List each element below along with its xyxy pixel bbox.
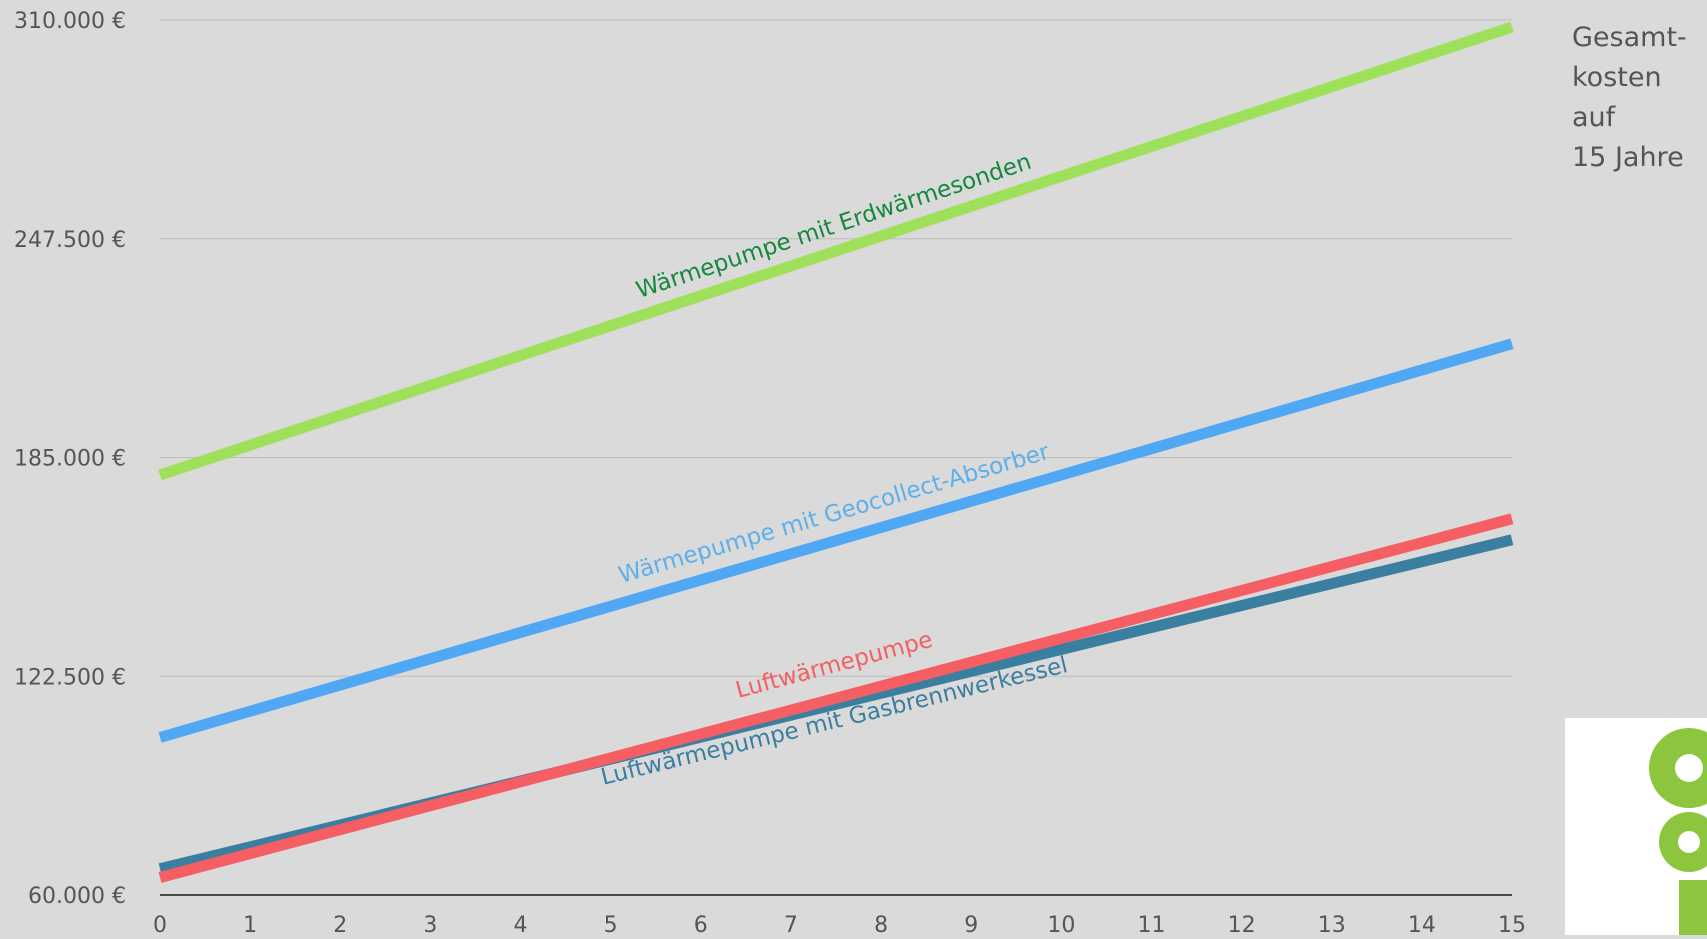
x-tick-label: 7 [784, 913, 798, 935]
x-tick-label: 12 [1228, 913, 1256, 935]
series-line [158, 21, 1514, 481]
x-tick-label: 9 [964, 913, 978, 935]
grid-lines [160, 19, 1512, 677]
y-tick-label: 310.000 € [14, 9, 126, 34]
x-tick-label: 13 [1318, 913, 1346, 935]
y-tick-label: 60.000 € [28, 884, 126, 909]
x-tick-label: 4 [514, 913, 528, 935]
series-label: Wärmepumpe mit Geocollect-Absorber [616, 439, 1053, 589]
x-tick-label: 0 [153, 913, 167, 935]
series-lines [158, 21, 1514, 883]
y-axis-ticks: 60.000 € 122.500 € 185.000 € 247.500 € 310.0… [14, 9, 126, 909]
x-tick-label: 5 [604, 913, 618, 935]
total-cost-note: Gesamt- kosten auf 15 Jahre [1572, 22, 1687, 173]
series-line [158, 338, 1514, 743]
series-line [158, 513, 1514, 883]
x-tick-label: 11 [1137, 913, 1165, 935]
x-tick-label: 1 [243, 913, 257, 935]
series-label: Wärmepumpe mit Erdwärmesonden [633, 149, 1035, 304]
x-tick-label: 15 [1498, 913, 1526, 935]
y-tick-label: 122.500 € [14, 665, 126, 690]
y-tick-label: 247.500 € [14, 228, 126, 253]
brand-logo [1565, 718, 1707, 935]
x-tick-label: 14 [1408, 913, 1436, 935]
x-axis-ticks: 0 1 2 3 4 5 6 7 8 9 10 11 12 13 14 15 [153, 913, 1526, 935]
x-tick-label: 6 [694, 913, 708, 935]
x-tick-label: 8 [874, 913, 888, 935]
x-tick-label: 3 [423, 913, 437, 935]
y-tick-label: 185.000 € [14, 447, 126, 472]
x-tick-label: 2 [333, 913, 347, 935]
x-tick-label: 10 [1047, 913, 1075, 935]
logo-mark-icon [1649, 728, 1707, 935]
